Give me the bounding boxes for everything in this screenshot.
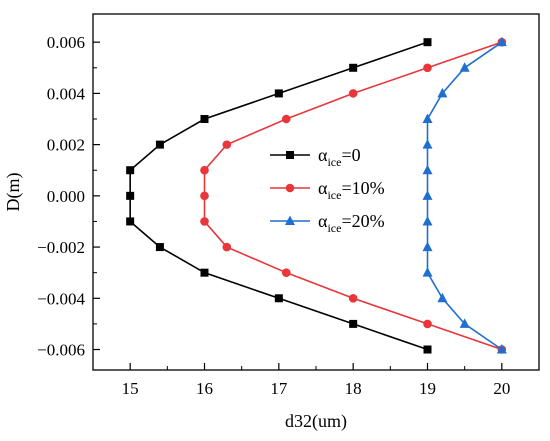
data-point [281, 268, 291, 277]
data-point [200, 165, 209, 175]
y-axis: −0.006 −0.004 −0.002 0.000 0.002 0.004 0.006 [37, 33, 100, 360]
x-tick-label: 16 [196, 379, 213, 398]
data-point [423, 38, 432, 47]
data-point [422, 113, 433, 124]
data-point [459, 318, 470, 328]
y-tick-label: −0.006 [37, 341, 85, 360]
series-triangle [422, 36, 507, 354]
x-tick-label: 18 [345, 379, 362, 398]
data-point [349, 319, 358, 328]
legend-marker [285, 215, 295, 225]
data-point [423, 345, 432, 354]
y-tick-label: 0.000 [47, 187, 85, 206]
legend-label: αice=0 [318, 145, 361, 169]
y-tick-label: 0.006 [47, 33, 85, 52]
legend-item: αice=10% [270, 178, 385, 202]
data-point [459, 62, 470, 72]
data-point [348, 293, 358, 303]
data-point [200, 217, 209, 226]
series-layer [126, 36, 507, 354]
data-point [155, 243, 164, 252]
plot-frame [92, 13, 540, 371]
data-point [200, 191, 209, 201]
series-circle [200, 37, 507, 354]
data-point [155, 140, 164, 149]
legend-item: αice=0 [270, 145, 361, 169]
data-point [422, 241, 433, 252]
data-point [422, 215, 433, 226]
data-point [274, 89, 283, 98]
data-point [437, 87, 448, 98]
data-point [437, 292, 448, 303]
data-point [349, 63, 358, 72]
series-line [426, 41, 503, 351]
y-axis-title: D(m) [3, 173, 24, 212]
data-point [496, 344, 507, 354]
x-tick-label: 17 [270, 379, 288, 398]
y-tick-label: −0.002 [37, 238, 85, 257]
data-point [274, 294, 283, 303]
legend: αice=0 αice=10% αice=20% [270, 145, 385, 235]
y-tick-label: 0.002 [47, 136, 85, 155]
data-point [222, 140, 232, 149]
x-tick-label: 20 [493, 379, 510, 398]
data-point [422, 190, 433, 200]
data-point [422, 164, 433, 175]
data-point [126, 191, 135, 200]
data-point [222, 242, 232, 252]
legend-label: αice=20% [318, 211, 385, 235]
y-tick-label: −0.004 [37, 289, 85, 308]
x-axis-title: d32(um) [285, 411, 347, 432]
data-point [422, 267, 433, 277]
data-point [422, 139, 433, 149]
data-point [496, 36, 507, 47]
x-axis: 15 16 17 18 19 20 [122, 363, 510, 398]
legend-marker [286, 151, 294, 159]
data-point [200, 115, 209, 124]
legend-label: αice=10% [318, 178, 385, 202]
data-point [348, 89, 358, 98]
x-tick-label: 19 [419, 379, 436, 398]
data-point [281, 114, 291, 124]
y-tick-label: 0.004 [47, 84, 86, 103]
legend-item: αice=20% [270, 211, 385, 235]
data-point [126, 217, 135, 226]
x-tick-label: 15 [122, 379, 139, 398]
data-point [200, 268, 209, 277]
data-point [423, 63, 432, 73]
series-square [126, 38, 432, 354]
legend-marker [285, 183, 295, 193]
data-point [126, 166, 135, 175]
data-point [423, 319, 432, 329]
